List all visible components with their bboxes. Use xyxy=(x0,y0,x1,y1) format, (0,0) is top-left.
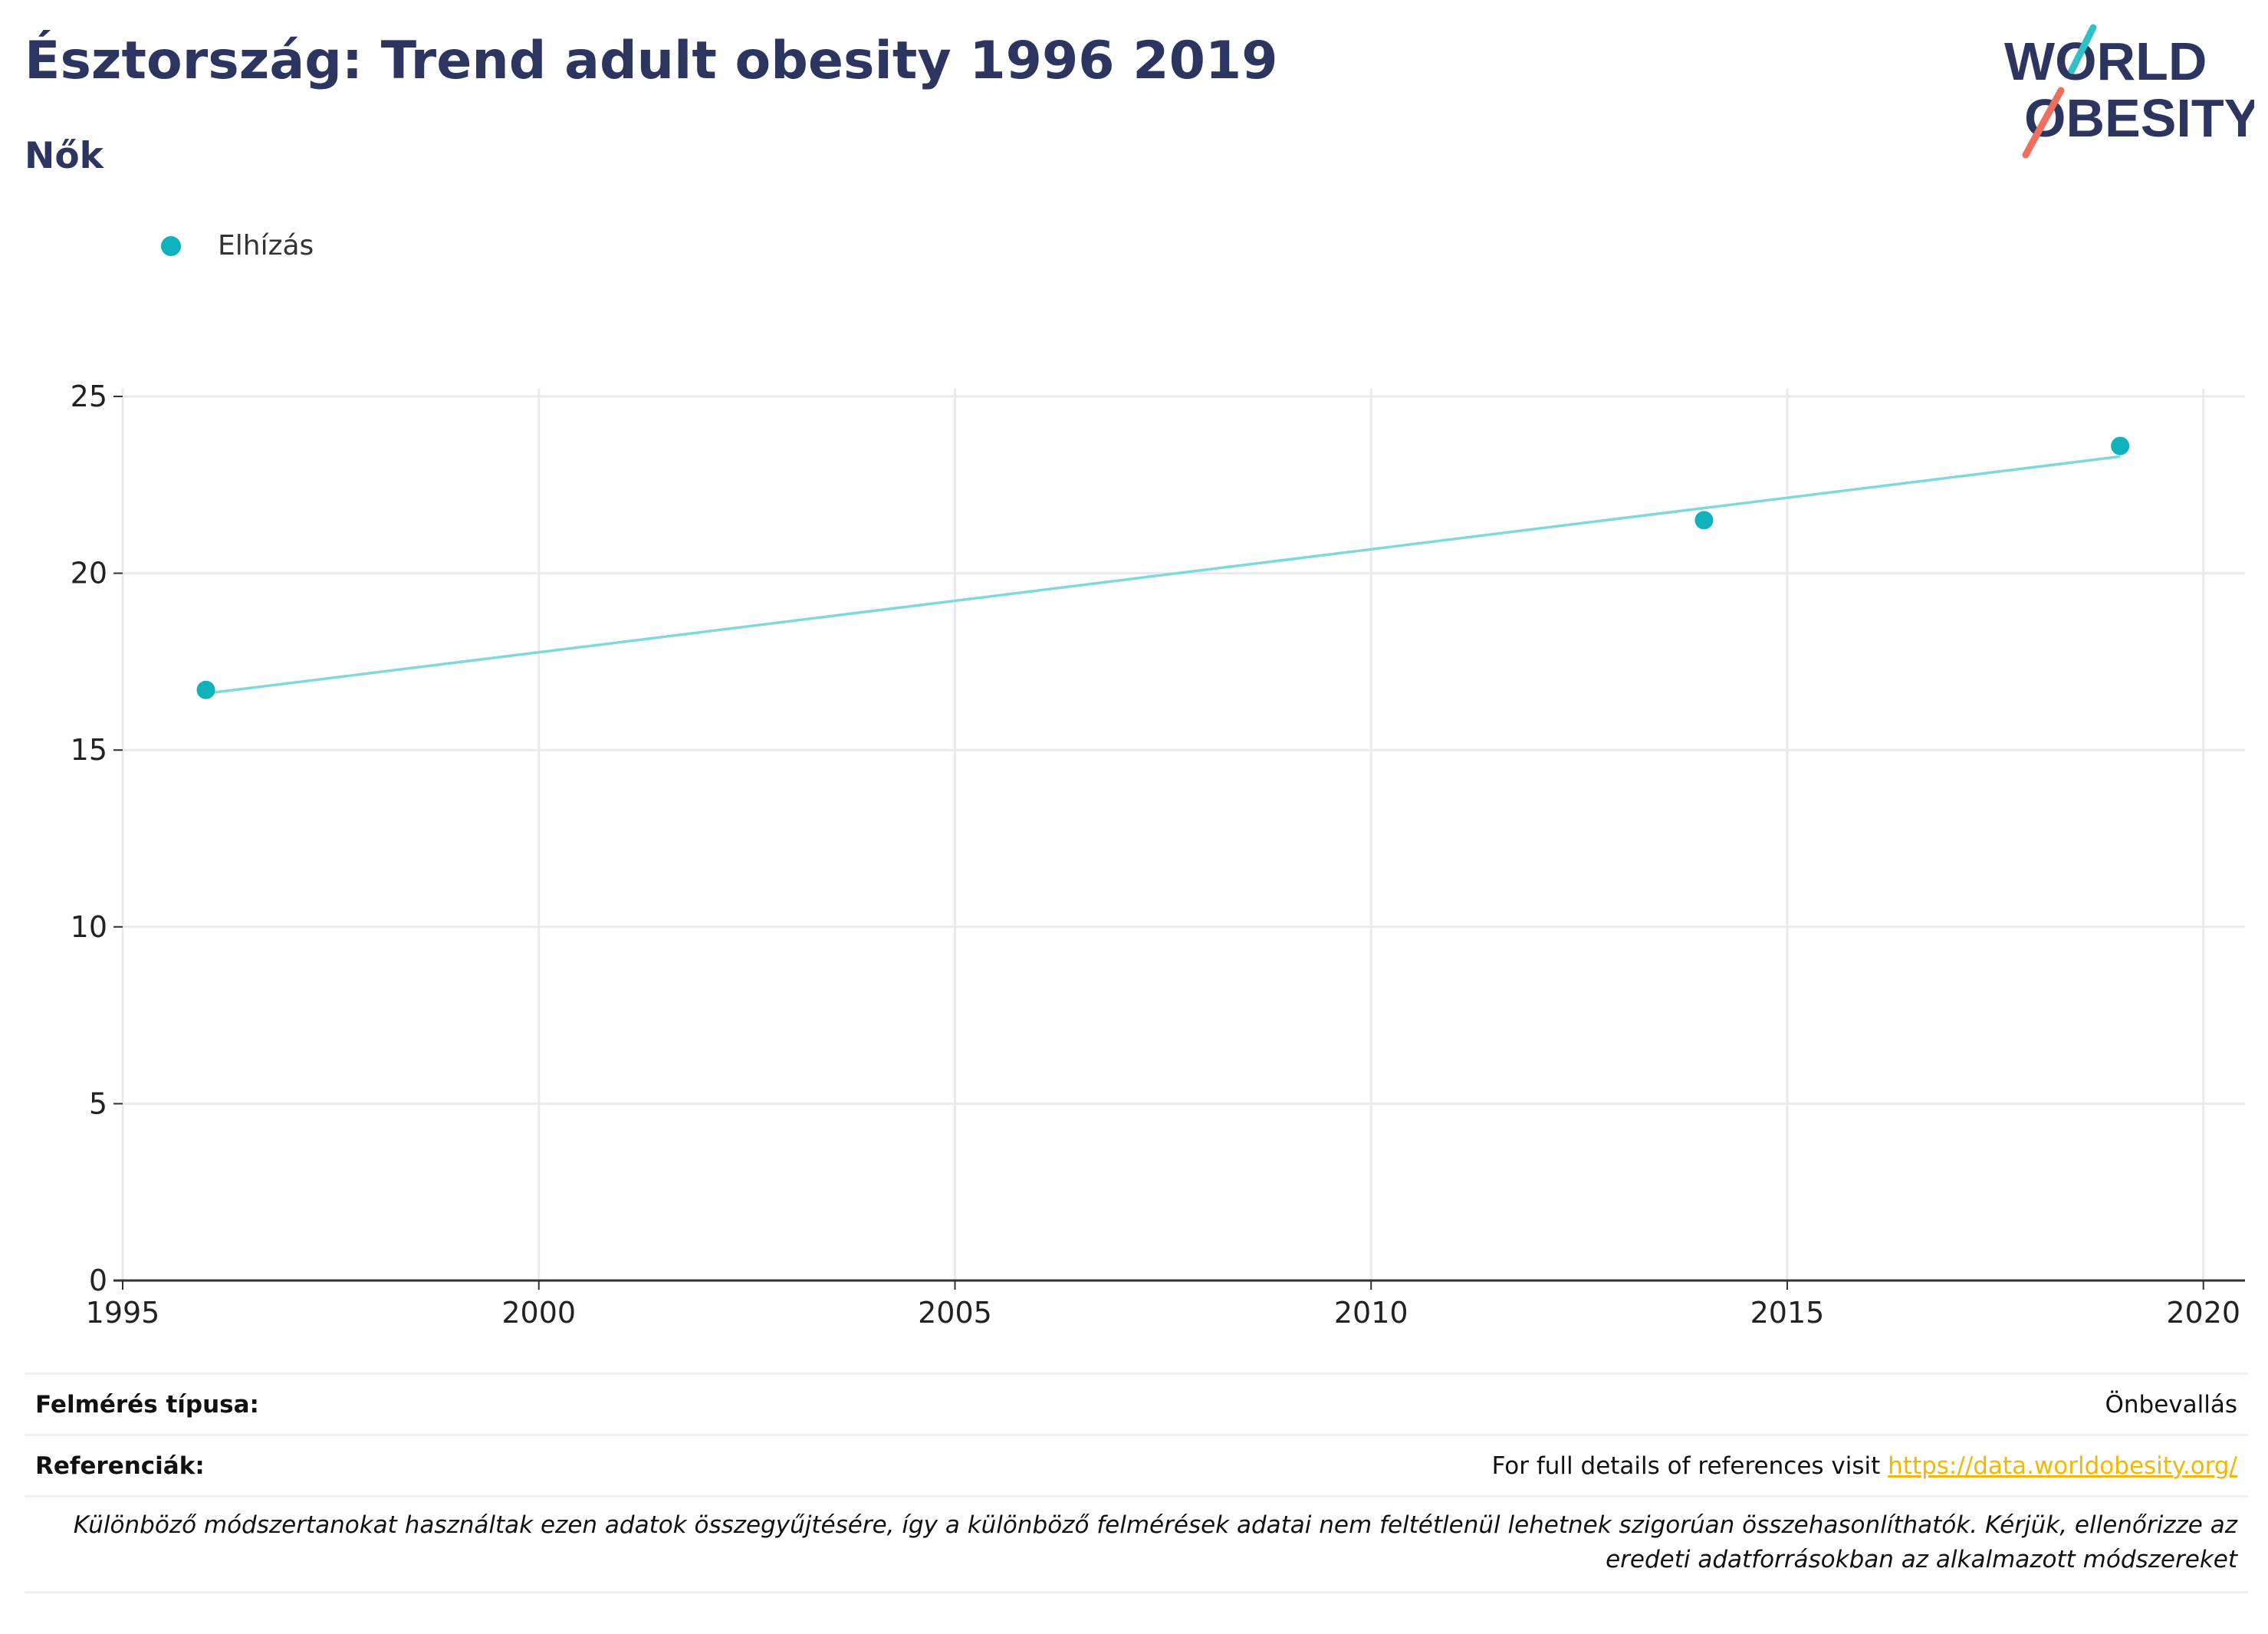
y-tick-label: 0 xyxy=(89,1264,107,1297)
footer-table: Felmérés típusa: Önbevallás Referenciák:… xyxy=(25,1373,2248,1593)
trend-line xyxy=(205,455,2121,695)
page-subtitle: Nők xyxy=(25,135,104,177)
y-tick-label: 10 xyxy=(71,910,107,944)
x-tick-label: 1995 xyxy=(86,1296,160,1330)
methodology-note: Különböző módszertanokat használtak ezen… xyxy=(25,1495,2248,1593)
logo-slash-top xyxy=(2068,24,2097,74)
world-obesity-logo: WORLD OBESITY xyxy=(2004,24,2254,159)
references-text: For full details of references visit xyxy=(1491,1452,1888,1480)
x-tick-label: 2000 xyxy=(501,1296,576,1330)
methodology-note-line1: Különböző módszertanokat használtak ezen… xyxy=(73,1511,2237,1539)
chart-axes: 1995 2000 2005 2010 2015 2020 0 5 10 15 20 25 xyxy=(71,380,2245,1330)
chart-points xyxy=(196,436,2130,699)
logo-slash-bottom xyxy=(2022,87,2065,159)
references-label: Referenciák: xyxy=(35,1452,205,1480)
methodology-note-line2: eredeti adatforrásokban az alkalmazott m… xyxy=(1606,1546,2237,1573)
legend-marker-icon xyxy=(161,235,181,256)
data-point xyxy=(196,680,215,699)
chart-plot: 1995 2000 2005 2010 2015 2020 0 5 10 15 20 25 xyxy=(71,380,2245,1330)
data-point xyxy=(1694,511,1714,530)
data-point xyxy=(2111,436,2130,455)
survey-type-value: Önbevallás xyxy=(2105,1390,2237,1419)
chart-trendline xyxy=(205,455,2121,695)
references-link[interactable]: https://data.worldobesity.org/ xyxy=(1888,1452,2237,1480)
logo-line2: OBESITY xyxy=(2024,88,2254,148)
page-title: Észtország: Trend adult obesity 1996 201… xyxy=(25,31,1278,91)
logo-line1: WORLD xyxy=(2004,31,2207,91)
y-tick-label: 5 xyxy=(89,1087,107,1120)
x-tick-label: 2010 xyxy=(1334,1296,1408,1330)
survey-type-row: Felmérés típusa: Önbevallás xyxy=(25,1373,2248,1434)
references-value: For full details of references visit htt… xyxy=(1492,1452,2237,1480)
chart-grid xyxy=(115,389,2245,1281)
y-tick-label: 25 xyxy=(71,380,107,413)
x-tick-label: 2005 xyxy=(918,1296,992,1330)
y-tick-label: 20 xyxy=(71,557,107,590)
survey-type-label: Felmérés típusa: xyxy=(35,1390,259,1419)
x-tick-label: 2020 xyxy=(2166,1296,2240,1330)
chart-legend[interactable]: Elhízás xyxy=(161,230,314,261)
references-row: Referenciák: For full details of referen… xyxy=(25,1434,2248,1495)
x-tick-label: 2015 xyxy=(1750,1296,1825,1330)
legend-label: Elhízás xyxy=(218,230,314,261)
y-tick-label: 15 xyxy=(71,733,107,767)
